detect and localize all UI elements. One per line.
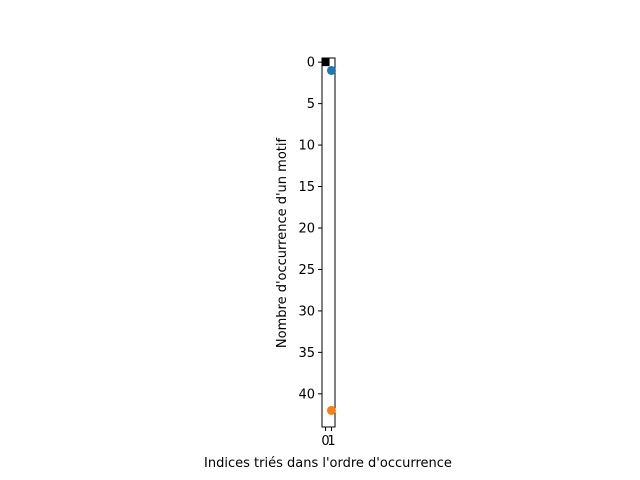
data-point-circle <box>326 65 336 75</box>
y-tick-label: 15 <box>298 180 315 195</box>
x-tick-label: 1 <box>327 434 335 449</box>
x-axis-label: Indices triés dans l'ordre d'occurrence <box>204 456 452 471</box>
axes-frame <box>321 57 336 428</box>
data-point-circle <box>326 405 336 415</box>
x-axis: 01 <box>321 427 336 449</box>
y-tick-label: 30 <box>298 304 315 319</box>
data-point-square <box>321 58 330 67</box>
y-axis: 0 5 10 15 20 25 30 35 40 <box>298 56 322 402</box>
data-marks <box>321 58 336 415</box>
y-axis-label: Nombre d'occurrence d'un motif <box>275 138 290 349</box>
y-tick-label: 40 <box>298 387 315 402</box>
x-tick-label: 0 <box>321 434 329 449</box>
y-tick-label: 20 <box>298 221 315 236</box>
y-tick-label: 25 <box>298 263 315 278</box>
y-tick-label: 10 <box>298 139 315 154</box>
y-tick-label: 35 <box>298 346 315 361</box>
y-tick-label: 5 <box>307 97 315 112</box>
y-tick-label: 0 <box>307 56 315 71</box>
